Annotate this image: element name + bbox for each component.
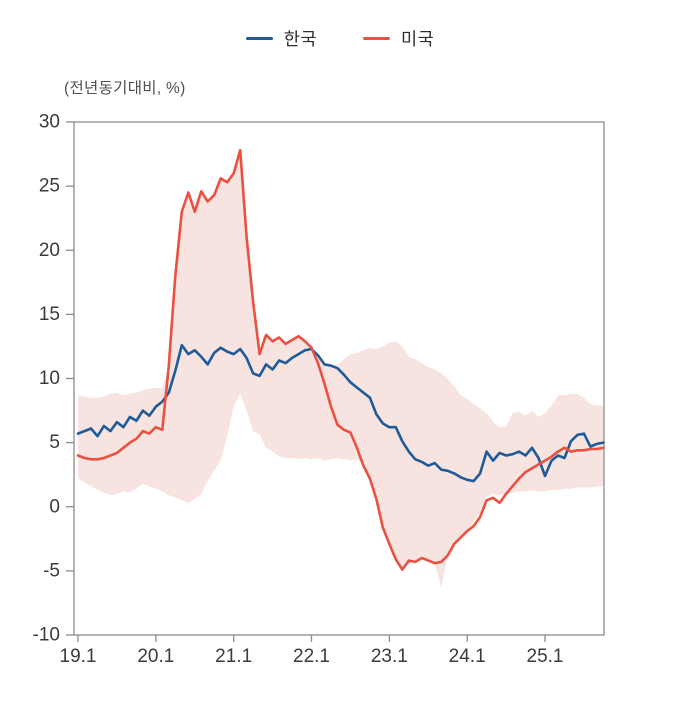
legend-label-us: 미국 bbox=[401, 29, 435, 49]
legend-item-us: 미국 bbox=[363, 26, 434, 51]
y-axis-tick-label: 25 bbox=[39, 176, 60, 197]
x-axis-tick-label: 25.1 bbox=[527, 646, 564, 667]
y-axis-tick-label: -10 bbox=[33, 625, 60, 646]
y-axis-tick-label: 15 bbox=[39, 304, 60, 325]
x-axis-tick-label: 23.1 bbox=[371, 646, 408, 667]
y-axis-tick-label: 20 bbox=[39, 240, 60, 261]
y-axis-tick-label: -5 bbox=[43, 560, 60, 581]
x-axis-tick-label: 19.1 bbox=[60, 646, 97, 667]
x-axis-tick-label: 21.1 bbox=[215, 646, 252, 667]
y-axis-unit-label: (전년동기대비, %) bbox=[64, 80, 186, 97]
y-axis-tick-label: 0 bbox=[49, 496, 60, 517]
y-axis-tick-label: 5 bbox=[49, 432, 60, 453]
x-axis-tick-label: 20.1 bbox=[137, 646, 174, 667]
y-axis-tick-label: 10 bbox=[39, 368, 60, 389]
legend: 한국 미국 bbox=[0, 26, 680, 51]
range-band bbox=[78, 150, 604, 588]
us-line bbox=[76, 148, 605, 571]
korea-line-swatch bbox=[245, 37, 273, 40]
us-line-swatch bbox=[363, 37, 390, 40]
y-axis-tick-label: 30 bbox=[39, 112, 60, 133]
x-axis-tick-label: 24.1 bbox=[449, 646, 486, 667]
legend-item-korea: 한국 bbox=[245, 26, 317, 51]
x-axis-tick-label: 22.1 bbox=[293, 646, 330, 667]
legend-label-korea: 한국 bbox=[283, 29, 317, 49]
